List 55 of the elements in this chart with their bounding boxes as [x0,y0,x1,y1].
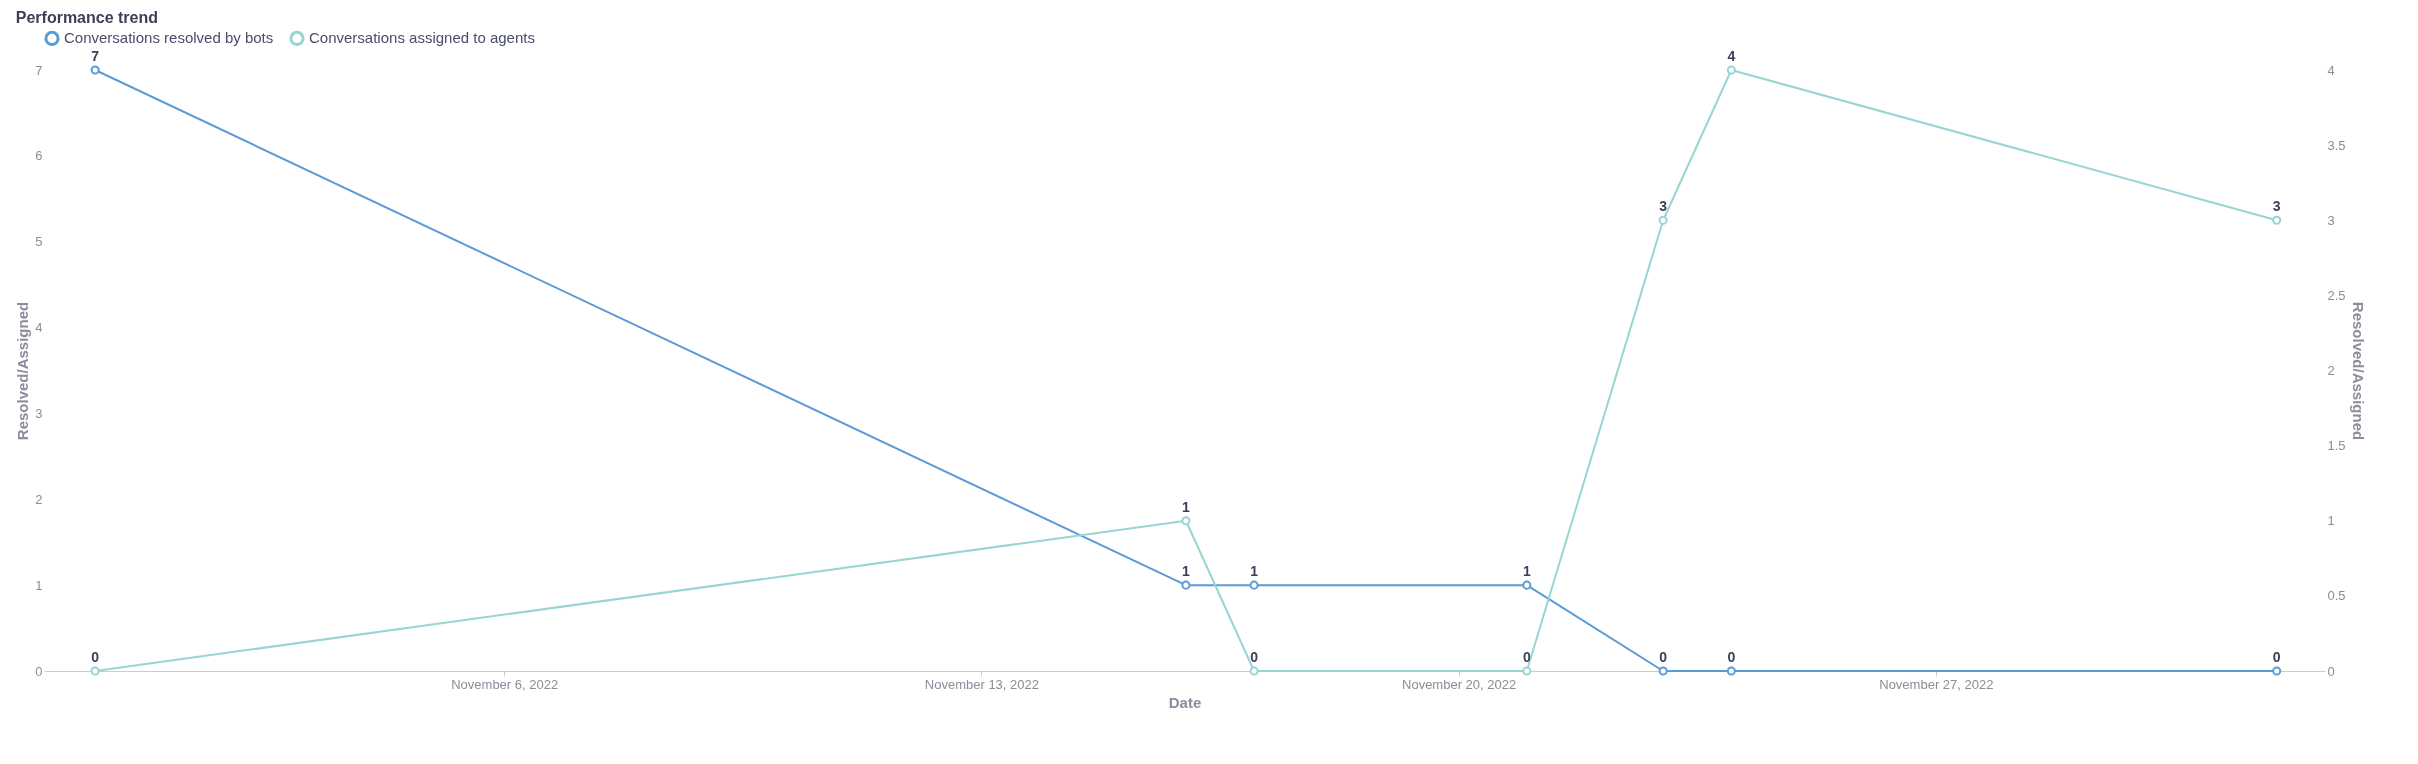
data-label: 3 [1659,198,1668,215]
x-tick-label: November 27, 2022 [1879,676,1994,692]
y2-tick-label: 1 [2327,513,2335,529]
data-label: 3 [2272,198,2281,215]
y2-tick-label: 4 [2327,62,2335,78]
x-tick-label: November 13, 2022 [924,676,1039,692]
data-label: 1 [1522,563,1531,580]
y-tick-label: 7 [35,62,43,78]
point [1658,215,1668,225]
point [1522,666,1532,676]
data-label: 7 [91,48,100,64]
data-label: 1 [1182,498,1191,515]
data-label: 1 [1250,563,1259,580]
legend-label: Conversations assigned to agents [309,29,535,47]
y-tick-label: 0 [35,663,43,679]
point [90,666,100,676]
y2-tick-label: 3.5 [2327,137,2346,153]
chart-title: Performance trend [15,9,159,26]
point [1726,666,1736,676]
data-label: 0 [1250,649,1259,665]
y-tick-label: 1 [35,577,43,593]
y2-tick-label: 1.5 [2327,438,2346,454]
legend-label: Conversations resolved by bots [64,29,274,47]
y2-axis-title: Resolved/Assigned [2349,301,2367,441]
y2-tick-label: 2.5 [2327,287,2346,303]
point [90,65,100,75]
x-tick-label: November 20, 2022 [1402,676,1517,692]
y-axis-title: Resolved/Assigned [14,301,32,441]
y2-tick-label: 0 [2327,663,2335,679]
data-label: 0 [91,649,100,665]
y-tick-label: 4 [35,320,43,336]
y2-tick-label: 0.5 [2327,588,2346,604]
point [1181,580,1191,590]
point [2272,666,2282,676]
y-tick-label: 2 [35,491,43,507]
data-label: 0 [1659,649,1668,665]
y-tick-label: 3 [35,405,43,421]
data-label: 0 [1522,649,1531,665]
data-label: 4 [1727,48,1736,64]
x-tick-label: November 6, 2022 [451,676,559,692]
data-label: 0 [1727,649,1736,665]
point [2272,215,2282,225]
y-tick-label: 5 [35,234,43,250]
y2-tick-label: 3 [2327,212,2335,228]
data-label: 0 [2272,649,2281,665]
y2-tick-label: 2 [2327,363,2335,378]
point [1522,580,1532,590]
data-label: 1 [1182,563,1191,580]
point [1249,580,1259,590]
point [1181,516,1191,526]
y-tick-label: 6 [35,148,43,164]
point [1726,65,1736,75]
point [1658,666,1668,676]
point [1249,666,1259,676]
x-axis-title: Date [1168,693,1202,711]
